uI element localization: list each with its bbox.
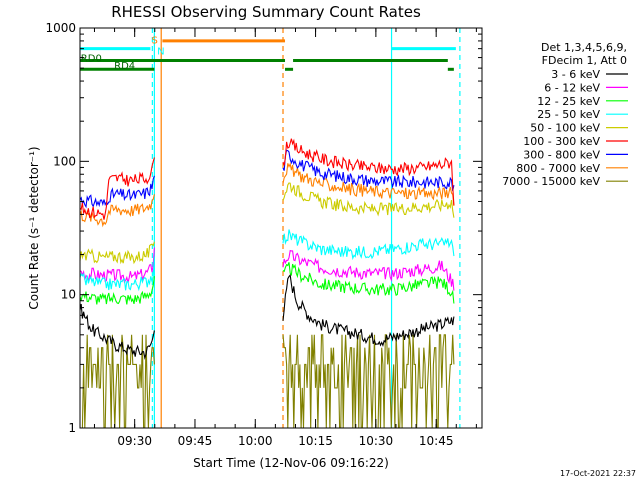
annotation-rd4: RD4 [114,61,135,72]
legend-label: 300 - 800 keV [523,148,600,161]
series-line-100-300kev-seg2 [282,138,455,206]
series-line-6-12kev-seg2 [282,249,455,291]
series-line-3-6kev-seg1 [79,303,155,360]
x-axis-label: Start Time (12-Nov-06 09:16:22) [193,456,389,470]
y-tick-label: 100 [53,154,76,168]
chart-title: RHESSI Observing Summary Count Rates [111,3,421,21]
series-line-300-800kev-seg1 [79,175,155,209]
series-line-300-800kev-seg2 [282,149,455,192]
series-line-800-7000kev-seg1 [79,194,155,228]
legend-label: 12 - 25 keV [537,95,600,108]
x-tick-label: 09:30 [117,434,152,448]
x-tick-label: 10:00 [238,434,273,448]
legend-label: 100 - 300 keV [523,135,600,148]
axes-frame [79,27,483,429]
legend-label: 3 - 6 keV [551,68,600,81]
annotation-rd0: RD0 [81,54,102,65]
legend-label: 25 - 50 keV [537,108,600,121]
x-tick-label: 10:30 [359,434,394,448]
legend-label: 7000 - 15000 keV [502,175,600,188]
series-line-12-25kev-seg2 [282,262,455,304]
y-tick-label: 10 [61,288,76,302]
series-line-800-7000kev-seg2 [282,162,455,206]
legend-label: 6 - 12 keV [544,81,600,94]
series-line-100-300kev-seg1 [79,157,155,220]
series-line-50-100kev-seg2 [282,182,455,218]
x-tick-label: 10:15 [298,434,333,448]
y-tick-label: 1 [68,421,76,435]
plot-area: RD0 RD4 SN 1 10 100 1000 09:30 09:45 10:00 10:15 10… [45,21,483,448]
timestamp: 17-Oct-2021 22:37 [560,469,636,478]
y-axis-label: Count Rate (s⁻¹ detector⁻¹) [27,146,41,309]
series-line-7000-15000kev-seg2 [282,334,455,429]
legend-label: 50 - 100 keV [530,122,600,135]
y-tick-label: 1000 [45,21,76,35]
series-line-12-25kev-seg1 [79,276,155,305]
x-tick-label: 09:45 [178,434,213,448]
series-line-6-12kev-seg1 [79,247,155,284]
annotation-s: S [152,35,158,46]
series-line-3-6kev-seg2 [282,273,455,347]
annotation-n: N [157,46,164,57]
series-line-50-100kev-seg1 [79,241,155,265]
x-tick-label: 10:45 [419,434,454,448]
legend-header-line-2: FDecim 1, Att 0 [542,54,627,67]
series-line-25-50kev-seg1 [79,257,155,292]
series-line-25-50kev-seg2 [282,229,455,261]
legend-header-line-1: Det 1,3,4,5,6,9, [541,41,627,54]
legend-label: 800 - 7000 keV [516,162,600,175]
